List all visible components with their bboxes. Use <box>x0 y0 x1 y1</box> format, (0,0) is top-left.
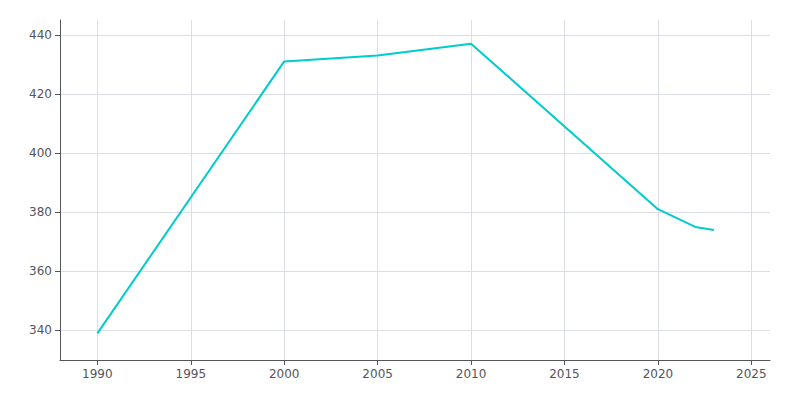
svg-text:2005: 2005 <box>362 367 393 381</box>
svg-text:360: 360 <box>29 264 52 278</box>
svg-text:2020: 2020 <box>643 367 674 381</box>
svg-text:440: 440 <box>29 28 52 42</box>
svg-text:1995: 1995 <box>176 367 207 381</box>
svg-text:2025: 2025 <box>736 367 767 381</box>
svg-text:2010: 2010 <box>456 367 487 381</box>
svg-text:380: 380 <box>29 205 52 219</box>
svg-text:400: 400 <box>29 146 52 160</box>
svg-text:340: 340 <box>29 323 52 337</box>
svg-text:2015: 2015 <box>549 367 580 381</box>
svg-text:1990: 1990 <box>82 367 113 381</box>
svg-text:2000: 2000 <box>269 367 300 381</box>
svg-text:420: 420 <box>29 87 52 101</box>
